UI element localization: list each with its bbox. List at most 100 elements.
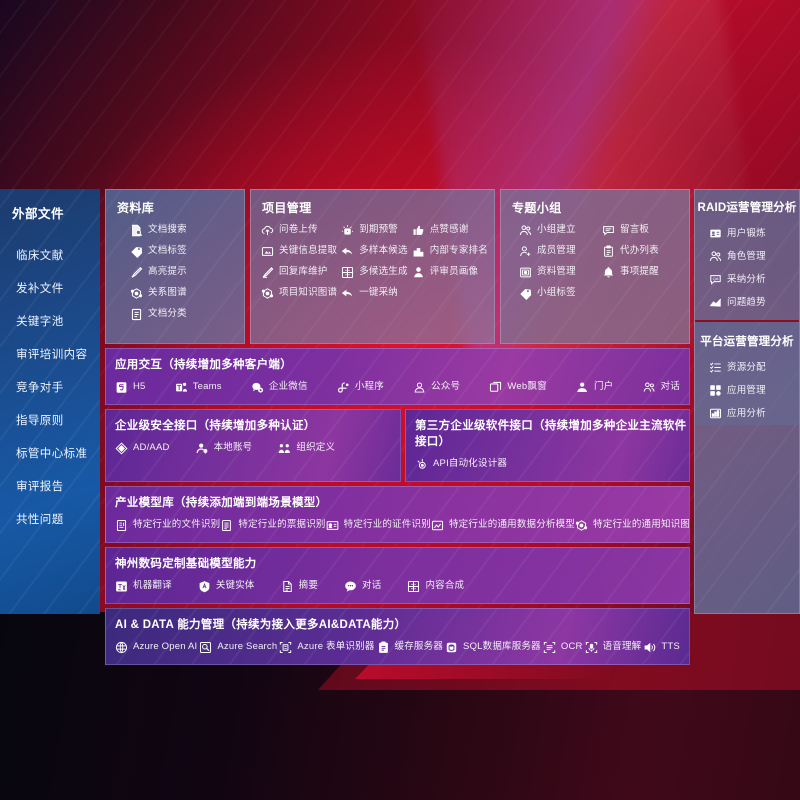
feature-user-training[interactable]: 用户锻炼 xyxy=(709,222,799,245)
api-gear-icon xyxy=(415,458,428,471)
feature-chat[interactable]: 对话 xyxy=(344,577,381,595)
chart-frame-icon xyxy=(431,519,444,532)
feature-official-account[interactable]: 公众号 xyxy=(413,378,460,396)
feature-local-account[interactable]: 本地账号 xyxy=(196,439,253,457)
feature-teams[interactable]: Teams xyxy=(175,378,222,396)
feature-speech-understanding[interactable]: 语音理解 xyxy=(585,638,642,656)
feature-multi-sample-candidates[interactable]: 多样本候选 xyxy=(341,242,408,260)
feature-web-float-window[interactable]: Web飘窗 xyxy=(489,378,547,396)
sidebar-item-standards-center[interactable]: 标管中心标准 xyxy=(16,447,88,460)
feature-internal-expert-rank[interactable]: 内部专家排名 xyxy=(412,242,488,260)
section-raid-analytics: RAID运营管理分析 用户锻炼 角色管理 QA 采纳分析 xyxy=(695,199,799,314)
tag-icon xyxy=(130,245,143,258)
feature-h5[interactable]: H5 xyxy=(115,378,146,396)
person-key-icon xyxy=(196,442,209,455)
feature-miniprogram[interactable]: 小程序 xyxy=(337,378,384,396)
cloud-upload-icon xyxy=(261,224,274,237)
strip-title-ai-data-capability: AI & DATA 能力管理（持续为接入更多AI&DATA能力） xyxy=(115,619,407,631)
feature-group-create[interactable]: 小组建立 xyxy=(519,221,598,239)
feature-key-info-extract[interactable]: 关键信息提取 xyxy=(261,242,337,260)
section-title-platform-analytics: 平台运营管理分析 xyxy=(700,336,794,348)
sidebar-item-keyword-pool[interactable]: 关键字池 xyxy=(16,315,64,328)
feature-one-click-adopt[interactable]: 一键采纳 xyxy=(341,284,408,302)
feature-knowledge-graph-model[interactable]: 特定行业的通用知识图谱模型 xyxy=(575,516,689,534)
sidebar-item-clinical-literature[interactable]: 临床文献 xyxy=(16,249,64,262)
feature-file-recognition[interactable]: 特定行业的文件识别 xyxy=(115,516,220,534)
feature-summary[interactable]: 摘要 xyxy=(281,577,318,595)
feature-thumbs-thanks[interactable]: 点赞感谢 xyxy=(412,221,488,239)
feature-azure-openai[interactable]: Azure Open AI xyxy=(115,638,197,656)
feature-adoption-analysis[interactable]: QA 采纳分析 xyxy=(709,268,799,291)
speech-icon xyxy=(585,641,598,654)
sidebar-item-guidelines[interactable]: 指导原则 xyxy=(16,414,64,427)
feature-group-tag[interactable]: 小组标签 xyxy=(519,284,598,302)
feature-ad-aad[interactable]: AD/AAD xyxy=(115,439,170,457)
archive-box-icon xyxy=(519,266,532,279)
feature-dialog[interactable]: 对话 xyxy=(643,378,680,396)
card-topic-group: 专题小组 小组建立 留言板 成员管理 xyxy=(500,189,690,344)
feature-doc-search[interactable]: 文档搜索 xyxy=(130,221,236,239)
feature-tts[interactable]: TTS xyxy=(643,638,680,656)
feature-issue-trend[interactable]: 问题趋势 xyxy=(709,291,799,314)
strip-row-third-party-interface: API自动化设计器 xyxy=(406,455,689,481)
sidebar-item-review-report[interactable]: 审评报告 xyxy=(16,480,64,493)
feature-reviewer-portrait[interactable]: 评审员画像 xyxy=(412,263,488,281)
feature-doc-tag[interactable]: 文档标签 xyxy=(130,242,236,260)
feature-key-entity[interactable]: 关键实体 xyxy=(198,577,255,595)
feature-id-recognition[interactable]: 特定行业的证件识别 xyxy=(326,516,431,534)
feature-material-management[interactable]: 资料管理 xyxy=(519,263,598,281)
sidebar-item-common-issues[interactable]: 共性问题 xyxy=(16,513,64,526)
feature-resource-allocation[interactable]: 资源分配 xyxy=(709,356,799,379)
feature-relation-graph[interactable]: 关系图谱 xyxy=(130,284,236,302)
feature-questionnaire-upload[interactable]: 问卷上传 xyxy=(261,221,337,239)
strip-row-enterprise-security: AD/AAD 本地账号 组织定义 xyxy=(106,439,400,465)
feature-role-management[interactable]: 角色管理 xyxy=(709,245,799,268)
feature-todo-list[interactable]: 代办列表 xyxy=(602,242,681,260)
feature-ocr[interactable]: OCR xyxy=(543,638,583,656)
feature-item-reminder[interactable]: 事项提醒 xyxy=(602,263,681,281)
feature-highlight-hint[interactable]: 高亮提示 xyxy=(130,263,236,281)
feature-machine-translation[interactable]: 机器翻译 xyxy=(115,577,172,595)
task-list-icon xyxy=(709,361,722,374)
strip-row-app-interaction: H5 Teams 企业微信 小程序 xyxy=(106,378,689,404)
feature-org-definition[interactable]: 组织定义 xyxy=(278,439,335,457)
thumbs-up-icon xyxy=(412,224,425,237)
feature-cache-server[interactable]: 缓存服务器 xyxy=(377,638,444,656)
feature-app-analysis[interactable]: 应用分析 xyxy=(709,402,799,425)
card-title-knowledge-base: 资料库 xyxy=(117,201,155,215)
feature-data-analysis-model[interactable]: 特定行业的通用数据分析模型 xyxy=(431,516,575,534)
feature-member-management[interactable]: 成员管理 xyxy=(519,242,598,260)
chat-bubble-icon xyxy=(344,580,357,593)
feature-receipt-recognition[interactable]: 特定行业的票据识别 xyxy=(220,516,325,534)
sidebar-item-competitors[interactable]: 竞争对手 xyxy=(16,381,64,394)
feature-content-synthesis[interactable]: 内容合成 xyxy=(407,577,464,595)
background-shard-small xyxy=(355,665,625,679)
shield-diamond-icon xyxy=(115,441,128,455)
sidebar-item-review-training[interactable]: 审评培训内容 xyxy=(16,348,88,361)
feature-grid-knowledge-base: 文档搜索 文档标签 高亮提示 关系图谱 xyxy=(106,221,244,323)
feature-due-warning[interactable]: 到期预警 xyxy=(341,221,408,239)
strip-industry-model-library: 产业模型库（持续添加端到端场景模型） 特定行业的文件识别 特定行业的票据识别 特… xyxy=(105,486,690,543)
person-add-icon xyxy=(519,245,532,258)
feature-azure-search[interactable]: Azure Search xyxy=(199,638,277,656)
split-grid-icon xyxy=(341,266,354,279)
web-window-icon xyxy=(489,381,502,394)
feature-portal[interactable]: 门户 xyxy=(576,378,613,396)
user-card-icon xyxy=(709,227,722,240)
feature-multi-candidate-generate[interactable]: 多候选生成 xyxy=(341,263,408,281)
feature-reply-library-maintain[interactable]: 回复库维护 xyxy=(261,263,337,281)
feature-wechat-work[interactable]: 企业微信 xyxy=(251,378,308,396)
sidebar-item-supplement-files[interactable]: 发补文件 xyxy=(16,282,64,295)
feature-api-designer[interactable]: API自动化设计器 xyxy=(415,455,507,473)
feature-azure-form-recognizer[interactable]: Azure 表单识别器 xyxy=(279,638,374,656)
feature-doc-classify[interactable]: 文档分类 xyxy=(130,305,236,323)
feature-sql-database-server[interactable]: SQL数据库服务器 xyxy=(445,638,541,656)
feature-message-board[interactable]: 留言板 xyxy=(602,221,681,239)
feature-app-management[interactable]: 应用管理 xyxy=(709,379,799,402)
feature-project-knowledge-graph[interactable]: 项目知识图谱 xyxy=(261,284,337,302)
external-files-sidebar: 外部文件 临床文献 发补文件 关键字池 审评培训内容 竞争对手 指导原则 标管中… xyxy=(0,189,100,614)
translate-icon xyxy=(115,580,128,593)
doc-search-icon xyxy=(130,224,143,237)
trend-chart-icon xyxy=(709,296,722,309)
html5-icon xyxy=(115,381,128,394)
